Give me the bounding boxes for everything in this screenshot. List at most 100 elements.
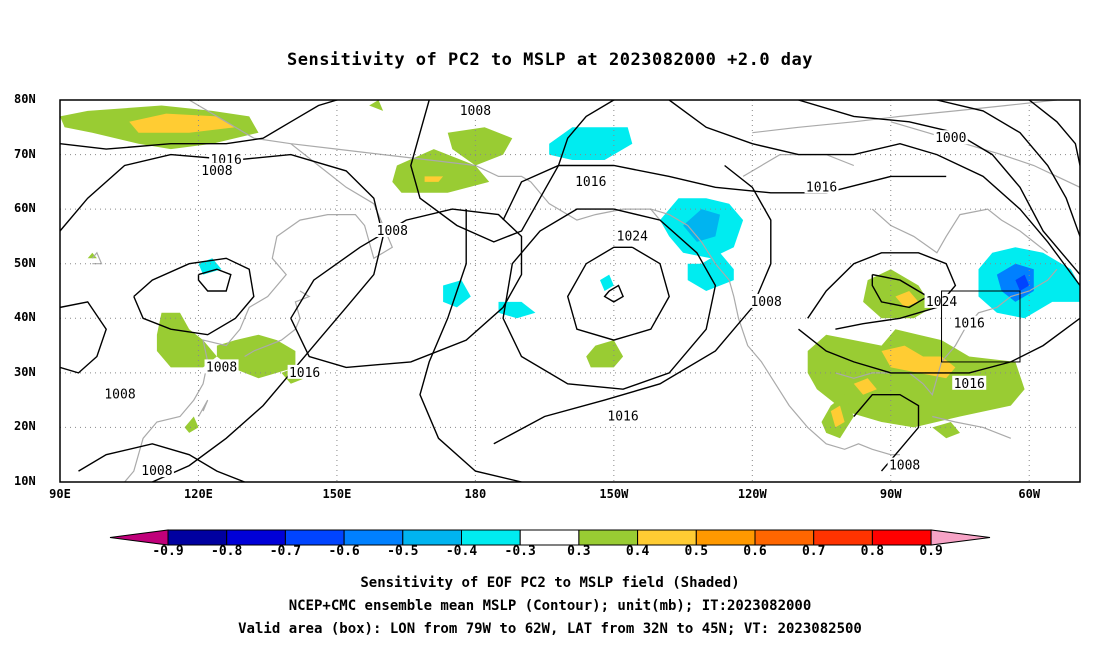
sensitivity-region: [198, 258, 222, 275]
colorbar-tick-label: -0.4: [445, 544, 478, 559]
contour-label-bg: [615, 228, 650, 243]
sensitivity-region: [1015, 274, 1030, 291]
mslp-contour: [502, 164, 947, 221]
sensitivity-region: [895, 291, 919, 308]
sensitivity-region: [87, 252, 97, 259]
contour-label-bg: [804, 179, 839, 194]
sensitivity-region: [369, 100, 384, 111]
sensitivity-region: [424, 176, 444, 182]
coastline: [752, 100, 1057, 134]
colorbar: [109, 529, 991, 546]
colorbar-swatch: [519, 529, 580, 546]
figure-title: Sensitivity of PC2 to MSLP at 2023082000…: [286, 50, 813, 70]
graticule: [60, 100, 1080, 482]
lon-tick-label: 180: [464, 487, 487, 501]
colorbar-tick-label: 0.6: [743, 544, 767, 559]
lon-tick-label: 150E: [322, 487, 352, 501]
lat-tick-label: 60N: [14, 201, 36, 216]
coastline: [188, 100, 532, 183]
sensitivity-region: [586, 340, 624, 368]
contour-label-bg: [204, 359, 239, 374]
contour-label-bg: [749, 293, 784, 308]
contour-label: 1016: [954, 377, 985, 392]
lat-tick-label: 40N: [14, 310, 36, 325]
mslp-contour: [871, 273, 930, 309]
coastline: [650, 208, 661, 221]
contour-label-bg: [139, 463, 174, 478]
colorbar-swatch: [754, 529, 815, 546]
colorbar-swatch: [578, 529, 639, 546]
contour-label: 1008: [460, 104, 491, 119]
sensitivity-region: [156, 312, 217, 368]
contour-label: 1008: [889, 459, 920, 474]
valid-area-box: [941, 290, 1021, 363]
sensitivity-region: [932, 422, 960, 439]
sensitivity-region: [392, 149, 490, 193]
mslp-contour: [493, 164, 772, 445]
mslp-contour: [1028, 100, 1080, 166]
mslp-contour: [197, 268, 232, 292]
mslp-contour: [290, 208, 523, 369]
colorbar-swatch: [695, 529, 756, 546]
coastline: [91, 251, 103, 265]
lat-tick-label: 20N: [14, 419, 36, 434]
mslp-contour: [78, 443, 245, 482]
contour-label-bg: [952, 375, 987, 390]
coastline: [890, 121, 1080, 188]
mslp-contour: [60, 301, 107, 374]
colorbar-tick-label: -0.8: [211, 544, 243, 559]
sensitivity-region: [443, 280, 471, 308]
mslp-contour: [936, 100, 1080, 237]
coastline: [932, 415, 1012, 439]
colorbar-tick-label: 0.8: [860, 544, 885, 559]
contour-label: 1008: [141, 464, 172, 479]
contour-label: 1008: [201, 164, 232, 179]
colorbar-swatch: [343, 529, 404, 546]
colorbar-swatch: [813, 529, 873, 546]
contour-label: 1016: [806, 180, 837, 195]
colorbar-tick-label: 0.3: [567, 544, 591, 559]
colorbar-swatch: [637, 529, 697, 546]
colorbar-tick-label: 0.4: [625, 544, 650, 559]
colorbar-tick-label: 0.5: [684, 544, 709, 559]
contour-label: 1008: [104, 388, 135, 403]
contour-label: 1008: [750, 295, 781, 310]
contour-label: 1016: [575, 175, 606, 190]
contour-label: 1016: [289, 366, 320, 381]
colorbar-low-extend: [109, 529, 169, 546]
lon-tick-label: 120W: [737, 487, 767, 501]
lon-tick-label: 120E: [184, 487, 213, 501]
mslp-contour: [798, 100, 1080, 276]
caption-line-2: NCEP+CMC ensemble mean MSLP (Contour); u…: [288, 598, 812, 614]
colorbar-swatch: [871, 529, 932, 546]
lat-tick-label: 30N: [14, 364, 36, 379]
colorbar-swatch: [461, 529, 521, 546]
colorbar-tick-label: -0.6: [328, 544, 360, 559]
lat-tick-label: 70N: [14, 146, 36, 161]
coastline: [742, 154, 855, 177]
colorbar-tick-label: -0.3: [504, 544, 536, 559]
caption-line-3: Valid area (box): LON from 79W to 62W, L…: [238, 621, 862, 637]
lat-tick-label: 50N: [14, 255, 36, 270]
mslp-contour: [603, 284, 624, 303]
sensitivity-region: [683, 209, 720, 242]
mslp-contour: [853, 394, 920, 472]
mslp-contour: [419, 209, 522, 482]
lat-tick-label: 80N: [14, 92, 36, 106]
sensitivity-region: [830, 405, 845, 428]
contour-label: 1008: [206, 360, 237, 375]
sensitivity-region: [881, 345, 956, 379]
contour-label-bg: [952, 315, 987, 330]
lat-tick-label: 10N: [14, 474, 36, 488]
mslp-contour: [502, 208, 717, 390]
sensitivity-region: [687, 252, 734, 291]
caption-line-1: Sensitivity of EOF PC2 to MSLP field (Sh…: [360, 575, 740, 591]
colorbar-tick-label: 0.9: [919, 544, 943, 559]
colorbar-tick-label: -0.5: [387, 544, 419, 559]
lon-tick-label: 90E: [49, 487, 71, 501]
mslp-contour: [566, 246, 670, 341]
colorbar-tick-label: -0.7: [269, 544, 302, 559]
contour-label-bg: [199, 162, 234, 177]
